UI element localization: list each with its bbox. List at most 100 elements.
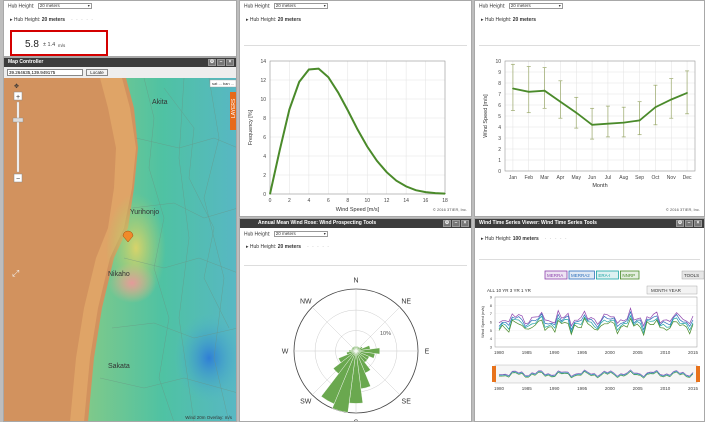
y-tick-label: 6 <box>498 103 501 109</box>
navigator-tick-label: 2005 <box>633 386 644 391</box>
close-icon[interactable]: × <box>461 220 469 227</box>
hub-height-select[interactable]: 20 meters <box>273 3 328 9</box>
x-tick-label: Sep <box>635 175 644 181</box>
settings-icon[interactable]: ⚙ <box>208 59 216 66</box>
y-tick-label: 12 <box>260 78 266 84</box>
frequency-data-point <box>308 68 310 71</box>
hub-height-control: Hub Height: 20 meters <box>244 3 328 9</box>
x-tick-label: 2015 <box>688 350 699 355</box>
monthly-panel: Hub Height: 20 meters ▸ Hub Height: 20 m… <box>474 0 705 217</box>
wind-rose-title: Annual Mean Wind Rose: Wind Prospecting … <box>240 219 471 228</box>
rose-spoke <box>355 306 401 352</box>
frequency-data-point <box>347 109 349 111</box>
direction-label: S <box>354 420 359 422</box>
x-tick-label: 16 <box>423 198 429 204</box>
tools-label: TOOLS <box>684 273 699 278</box>
rose-sector <box>355 347 381 355</box>
y-tick-label: 9 <box>498 70 501 76</box>
time-series-line <box>498 317 694 337</box>
x-tick-label: 2 <box>288 198 291 204</box>
monthly-data-point <box>686 92 688 94</box>
monthly-data-point <box>591 124 593 126</box>
pegman-icon[interactable]: ⤢ <box>11 268 19 278</box>
x-tick-label: 2010 <box>660 350 671 355</box>
hub-height-select[interactable]: 20 meters <box>508 3 563 9</box>
frequency-data-point <box>386 171 388 173</box>
locate-button[interactable]: Locate <box>86 69 108 76</box>
bullet-icon: ▸ <box>10 17 13 23</box>
frequency-data-point <box>395 180 397 182</box>
minimize-icon[interactable]: – <box>685 220 693 227</box>
settings-icon[interactable]: ⚙ <box>676 220 684 227</box>
direction-label: SE <box>402 399 412 406</box>
direction-label: W <box>282 349 289 356</box>
frequency-data-point <box>424 191 427 193</box>
x-tick-label: Jun <box>588 175 596 181</box>
y-tick-label: 3 <box>498 136 501 142</box>
y-tick-label: 1 <box>498 158 501 164</box>
x-tick-label: 6 <box>327 198 330 204</box>
y-tick-label: 8 <box>498 81 501 87</box>
coastal-band <box>70 78 136 421</box>
navigator-tick-label: 1980 <box>494 386 505 391</box>
mean-speed-value: 5.8 <box>25 39 39 50</box>
y-tick-label: 8 <box>490 303 493 308</box>
monthly-series-line <box>512 87 688 126</box>
monthly-data-point <box>559 100 562 103</box>
close-icon[interactable]: × <box>694 220 702 227</box>
x-tick-label: Mar <box>540 175 549 181</box>
legend-item <box>619 270 640 280</box>
legend-item <box>596 270 619 280</box>
zoom-out-icon[interactable]: − <box>16 176 20 183</box>
zoom-in-icon[interactable]: + <box>16 94 20 101</box>
map-footer: Wind 20m Overlay: m/s <box>185 415 232 420</box>
y-tick-label: 9 <box>490 295 493 300</box>
legend-label: MERRA <box>547 273 563 278</box>
town-label-nikaho: Nikaho <box>108 271 130 278</box>
plot-frame <box>494 296 698 348</box>
map-panel: Map Controller ⚙–× Locate Akit <box>3 57 237 422</box>
pan-arrows-icon[interactable]: ✥ <box>14 83 19 90</box>
close-icon[interactable]: × <box>226 59 234 66</box>
legend-label: NNRP <box>622 273 635 278</box>
time-series-title: Wind Time Series Viewer: Wind Time Serie… <box>475 219 704 228</box>
hub-height-control: Hub Height: 20 meters <box>479 3 563 9</box>
x-tick-label: 12 <box>384 198 390 204</box>
monthly-chart: 0 1 2 3 4 5 6 7 8 9 10 Jan Feb Mar Apr May Jun Jul Aug Sep O… <box>483 59 696 189</box>
mean-speed-uncertainty: ± 1.4 <box>43 42 56 48</box>
settings-icon[interactable]: ⚙ <box>443 220 451 227</box>
navigator-tick-label: 2015 <box>688 386 699 391</box>
y-tick-label: 4 <box>263 154 266 160</box>
hub-height-select[interactable]: 20 meters <box>273 231 328 237</box>
hub-height-select[interactable]: 20 meters <box>37 3 92 9</box>
hub-height-header: ▸ Hub Height: 20 meters · · · · · <box>246 244 330 250</box>
interval-buttons: MONTH YEAR <box>651 288 682 293</box>
layers-tab[interactable] <box>230 92 237 130</box>
town-label-sakata: Sakata <box>108 363 130 370</box>
rose-sector <box>332 350 357 413</box>
y-tick-label: 5 <box>498 114 501 120</box>
mean-speed-unit: m/s <box>58 43 66 48</box>
zoom-slider[interactable] <box>12 91 24 183</box>
x-tick-label: Jul <box>605 175 611 181</box>
rose-spoke <box>311 306 357 352</box>
x-tick-label: Feb <box>524 175 533 181</box>
map-view[interactable]: Akita Yurihonjo Nikaho Sakata + − ✥ ⤢ sa… <box>4 78 237 422</box>
range-buttons: ALL 10 YR 3 YR 1 YR <box>487 288 532 293</box>
location-marker-icon[interactable] <box>122 230 134 243</box>
direction-label: NE <box>401 298 411 305</box>
navigator-series <box>499 370 694 379</box>
road-network <box>99 78 236 421</box>
monthly-data-point <box>543 89 546 92</box>
minimize-icon[interactable]: – <box>217 59 225 66</box>
x-tick-label: Aug <box>619 175 628 181</box>
rose-sector <box>320 350 357 405</box>
rose-sector <box>338 350 357 363</box>
bullet-icon: ▸ <box>246 244 249 250</box>
x-axis-label: Month <box>592 183 607 189</box>
plot-frame <box>269 60 446 195</box>
coordinate-input[interactable] <box>7 69 83 76</box>
legend-label: MERRA2 <box>571 273 590 278</box>
map-type-switch[interactable] <box>209 79 236 88</box>
minimize-icon[interactable]: – <box>452 220 460 227</box>
